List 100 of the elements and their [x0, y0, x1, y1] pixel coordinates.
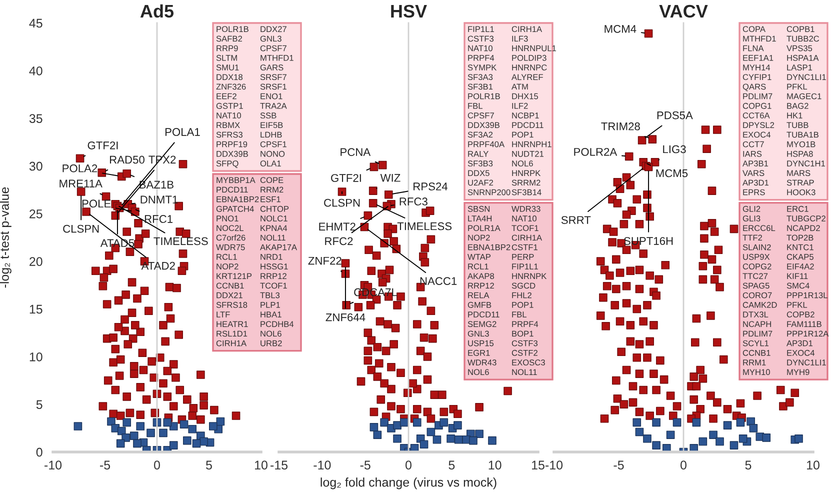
point	[723, 421, 732, 430]
point	[380, 418, 388, 427]
annotation: ATAD2	[141, 262, 175, 270]
text: SBSN WDR33 LTA4H NAT10 POLR1A TCOF1 NOP2 CIRH1A EBNA1BP2 CSTF1 WTAP PERP RCL1 FIP1L1 AKAP8 HNRNPK RRP12 SGCD RELA FHL2 GMFB POP1 PDCD11 FBL SEMG2 PRPF4 GNL3 BOP1 USP15 CSTF3 EGR1 CSTF2 WDR43 EXOSC3 NOL6 NOL11	[468, 206, 547, 376]
y-tick-label: 5	[36, 400, 42, 409]
y-axis-title: -log₂ t-test p-value	[0, 187, 12, 288]
point	[692, 418, 701, 427]
x-tick-label: -5	[614, 460, 624, 470]
point	[370, 423, 378, 432]
y-tick-label: 15	[30, 304, 42, 314]
point	[440, 418, 448, 427]
point	[393, 434, 402, 443]
annotation: RFC2	[325, 237, 353, 246]
annotation: TRIM28	[601, 122, 640, 130]
annotation: RFC1	[144, 215, 173, 223]
x-tick-label: 5	[745, 460, 752, 470]
annotation: CLSPN	[63, 224, 99, 233]
annotation: MCM5	[656, 169, 688, 178]
annotation: POLR2A	[574, 148, 618, 156]
annotation: GTF2I	[88, 141, 118, 150]
chart-title: VACV	[659, 4, 708, 18]
point	[716, 437, 724, 446]
annotation: POLA1	[165, 128, 200, 136]
point	[373, 430, 382, 439]
annotation: ZNF644	[326, 313, 366, 322]
x-tick-label: 0	[406, 460, 412, 470]
annotation: POLA2	[62, 164, 98, 172]
point	[635, 428, 644, 436]
annotation: RPS24	[414, 182, 448, 190]
point	[632, 418, 642, 427]
x-tick-label: 5	[206, 460, 212, 470]
x-tick-label: 0	[154, 460, 160, 470]
x-tick-label: 10	[488, 460, 502, 470]
x-tick-label: -10	[44, 460, 62, 470]
point	[488, 436, 496, 445]
x-axis-title: log₂ fold change (virus vs mock)	[320, 478, 496, 490]
point	[709, 430, 718, 439]
annotation: PDS5A	[657, 111, 693, 120]
text: MYBBP1A COPE PDCD11 RRM2 EBNA1BP2 ESF1 GPATCH4 CHTOP PNO1 NOLC1 NOC2L KPNA4 C7orf26 NOL11 WDR75 AKAP17A RCL1 NRD1 NOP2 HSSG1 KRT121P RRP12 CCNB1 TCOF1 DDX21 TBL3 SFRS18 PLP1 LTF HBA1 HEATR1 PCDHB4 RSL1D1 NOL6 CIRH1A URB2	[216, 177, 298, 346]
annotation: WIZ	[380, 174, 400, 182]
x-tick-label: 15	[532, 460, 544, 470]
x-tick-label: -5	[360, 460, 370, 470]
point	[736, 418, 745, 427]
point	[469, 436, 478, 445]
x-tick-label: 0	[680, 460, 686, 470]
point	[393, 421, 402, 430]
x-tick-label: -10	[546, 460, 563, 470]
point	[420, 440, 428, 449]
annotation: DNMT1	[140, 196, 178, 204]
point	[794, 434, 803, 443]
text: COPA COPB1 MTHFD1 TUBB2C FLNA VPS35 EEF1A1 HSPA1A MYH14 LASP1 CYFIP1 DYNC1LI1 QARS PFKL PDLIM7 MAGEC1 COPG1 BAG2 CCT6A HK1 DPYSL2 TUBB EXOC4 TUBA1B CCT7 MYO1B IARS HSPA8 AP3B1 DYNC1H1 VARS MARS AP3D1 STRAP EPRS HOOK3	[742, 26, 826, 196]
x-tick-label: 10	[255, 460, 268, 470]
point	[432, 435, 442, 444]
text: GLI2 ERC1 GLI3 TUBGCP2 ERCC6L NCAPD2 TTF2 TOP2B SLAIN2 KNTC1 USP9X CKAP5 COPG2 EIF4A2 TTC27 KIF11 SPAG5 SMC4 CORO7 PPP1R13L CAMK2D PFKL DTX3L COPB2 NCAPH FAM111B PDLIM7 PPP1R12A SCYL1 AP3D1 CCNB1 EXOC4 RRM1 DYNC1LI1 MYH10 MYH9	[742, 206, 829, 376]
point	[666, 430, 675, 439]
point	[652, 418, 660, 427]
annotation: LIG3	[663, 145, 686, 154]
y-tick-label: 25	[30, 209, 42, 218]
chart-title: HSV	[391, 4, 427, 18]
annotation: NACC1	[420, 277, 457, 285]
point	[454, 421, 462, 430]
point	[412, 418, 422, 427]
annotation: CLSPN	[324, 198, 360, 207]
point	[730, 441, 738, 450]
y-tick-label: 40	[29, 66, 42, 76]
point	[475, 430, 484, 438]
annotation: RAD50	[110, 156, 144, 164]
y-tick-label: 20	[30, 257, 42, 266]
annotation: ZNF22	[308, 256, 342, 265]
annotation: PCNA	[340, 148, 371, 156]
point	[643, 434, 652, 443]
annotation: TIMELESS	[397, 222, 452, 230]
point	[652, 441, 660, 450]
annotation: POLE	[82, 200, 111, 208]
point	[698, 437, 708, 446]
x-tick-label: -5	[100, 460, 110, 470]
annotation: EHMT2	[319, 222, 356, 230]
x-tick-label: 5	[448, 460, 455, 470]
annotation: MCM4	[604, 25, 636, 33]
annotation: MRE11A	[60, 180, 102, 188]
y-tick-label: 30	[29, 162, 42, 171]
annotation: SRRT	[561, 216, 591, 224]
x-tick-label: 10	[807, 460, 820, 470]
annotation: RFC3	[400, 198, 428, 206]
x-tick-label: -10	[314, 460, 331, 470]
point	[749, 424, 758, 432]
point	[762, 434, 771, 442]
annotation: GTF2I	[331, 174, 361, 182]
point	[738, 434, 748, 443]
point	[426, 428, 436, 436]
text: FIP1L1 CIRH1A CSTF3 ILF3 NAT10 HNRNPUL1 PRPF4 POLDIP3 SYMPK HNRNPC SF3A3 ALYREF SF3B1 ATM POLR1B DHX15 FBL ILF2 CPSF7 NCBP1 DDX39B PDCD11 SF3A2 POP1 PRPF40A HNRNPH1 RALY NUDT21 SF3B3 NOL6 DDX5 HNRPK U2AF2 SRRM2 SNRNP200 SF3B14	[468, 26, 556, 196]
point	[672, 418, 682, 427]
chart-title: Ad5	[140, 4, 174, 18]
x-tick-label: -15	[270, 460, 288, 470]
y-tick-label: 45	[29, 18, 42, 28]
y-tick-label: 0	[36, 448, 42, 457]
y-tick-label: 10	[30, 352, 42, 362]
text: POLR1B DDX27 SAFB2 GNL3 RRP9 CPSF7 SLTM MTHFD1 SMU1 GARS DDX18 SRSF7 ZNF326 SRSF1 EEF2 ENO1 GSTP1 TRA2A NAT10 SSB RBMX EIF5B SFRS3 LDHB PRPF19 CPSF1 DDX39B NONO SFPQ OLA1	[216, 26, 294, 168]
point	[446, 434, 455, 443]
y-tick-label: 35	[29, 114, 42, 123]
